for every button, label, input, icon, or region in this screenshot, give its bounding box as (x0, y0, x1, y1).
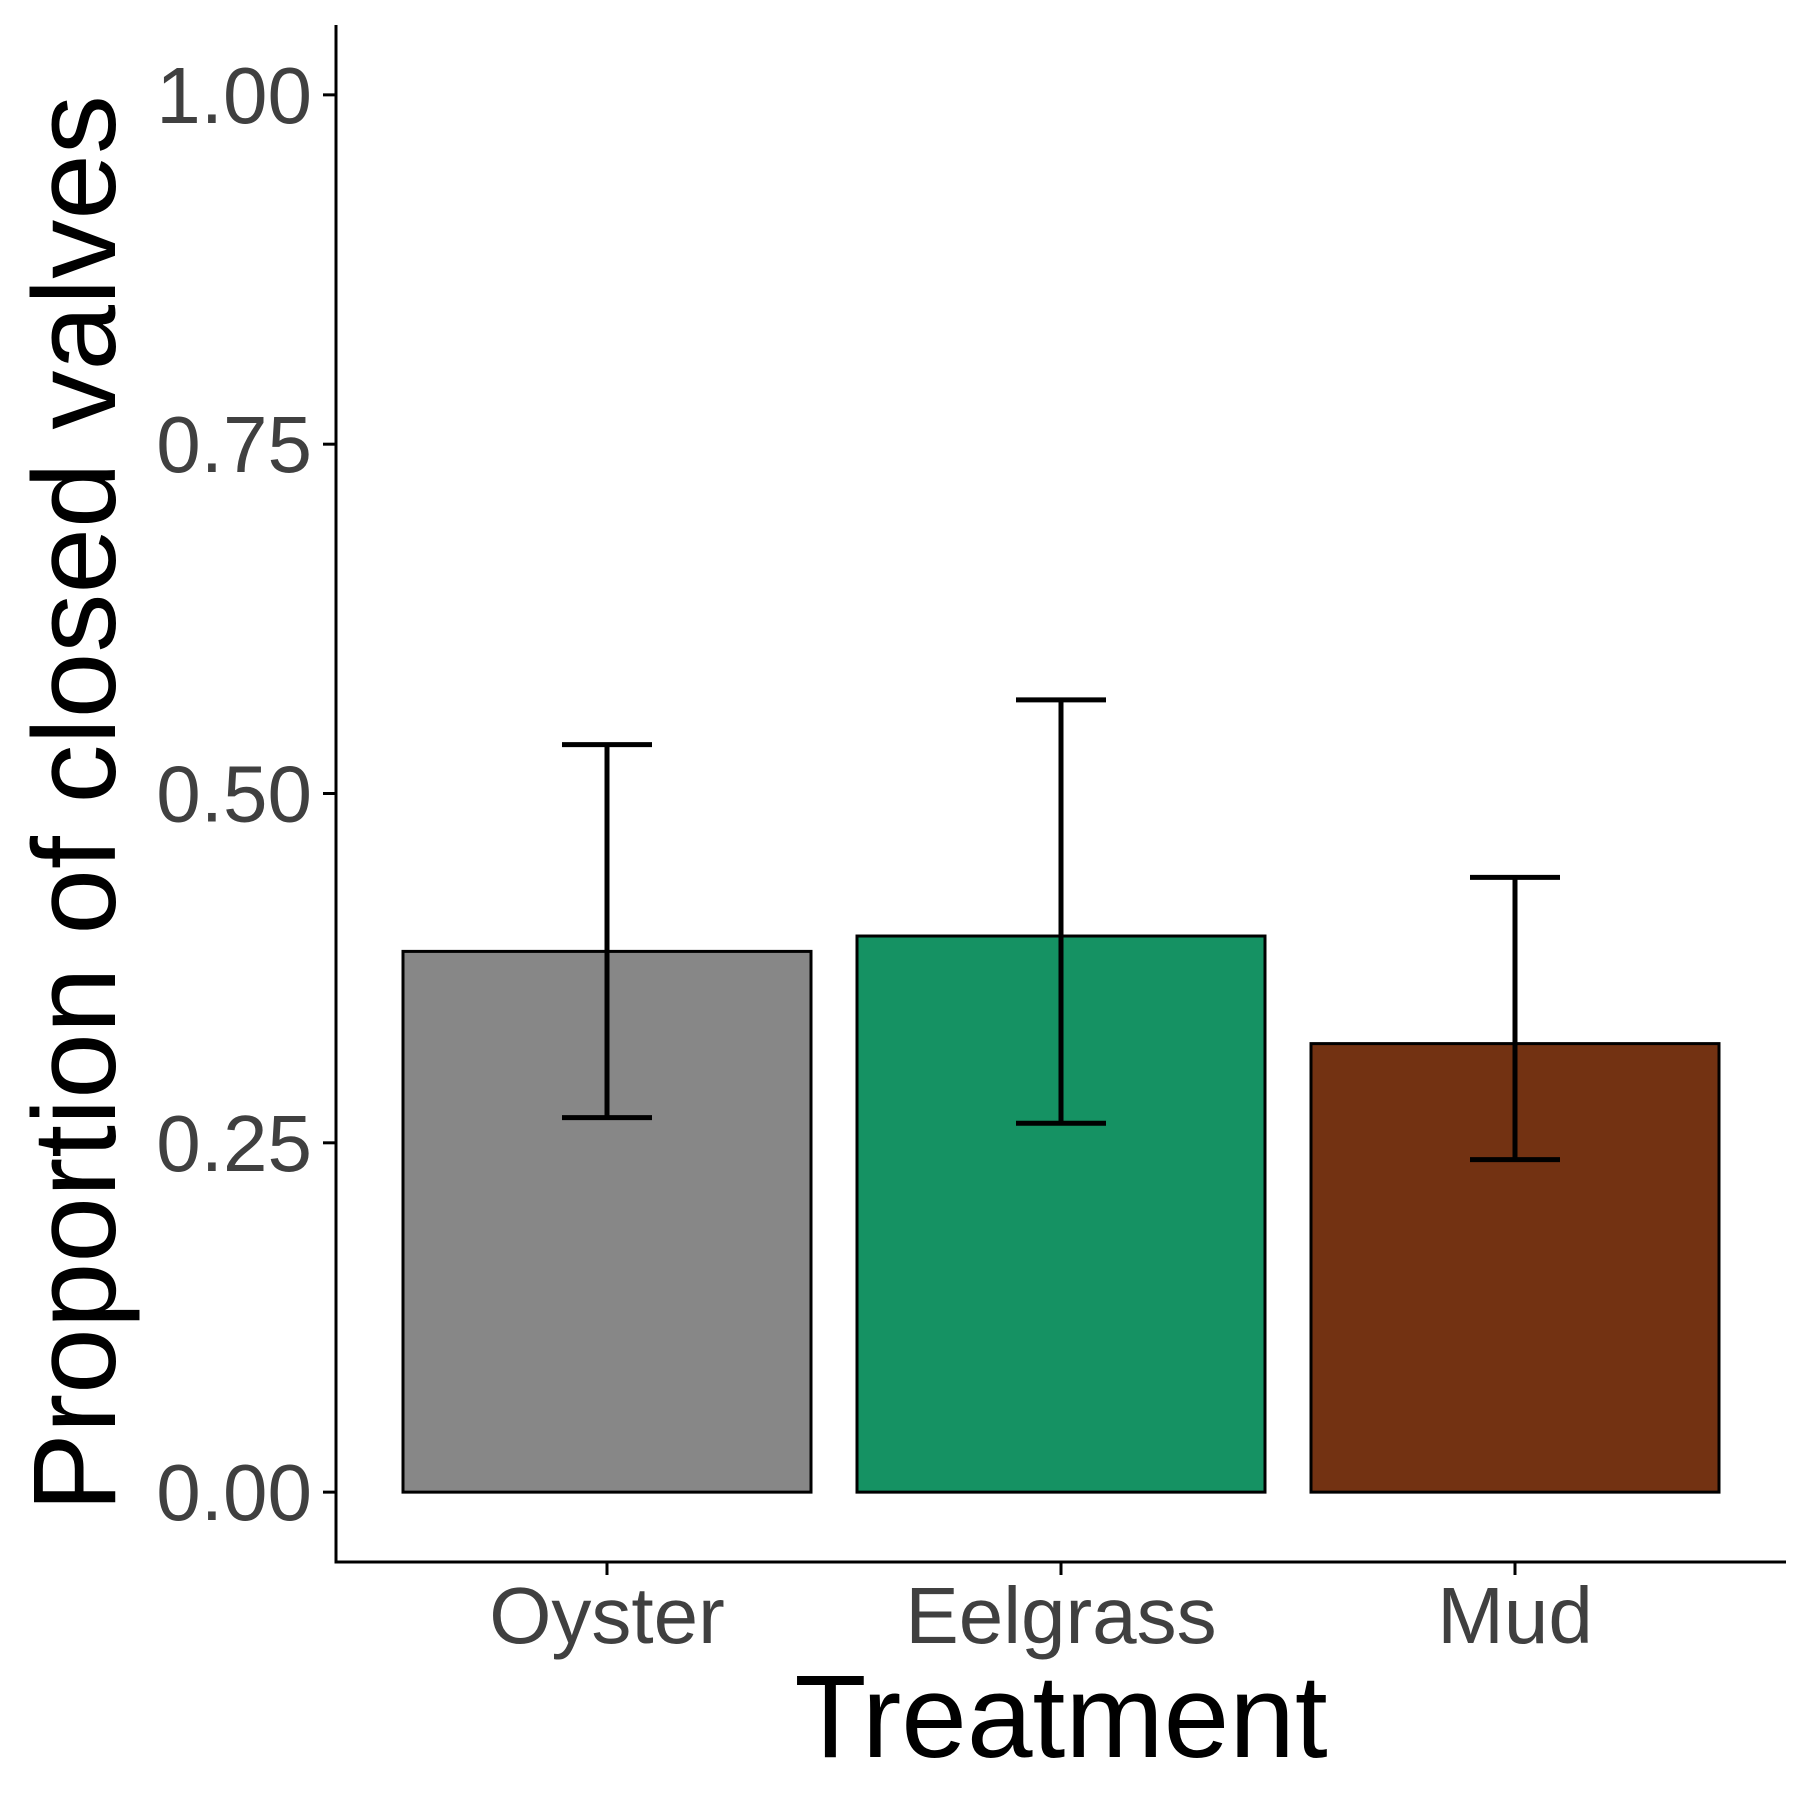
y-axis-title: Proportion of closed valves (9, 95, 141, 1512)
y-tick-label: 0.50 (156, 750, 312, 839)
y-tick-label: 0.25 (156, 1099, 312, 1188)
error-bar-mud (1470, 874, 1560, 1163)
y-tick-label: 1.00 (156, 51, 312, 140)
error-bar-eelgrass (1016, 697, 1106, 1126)
y-tick-label: 0.75 (156, 400, 312, 489)
x-ticks-layer: Oyster Eelgrass Mud (489, 1562, 1593, 1660)
x-tick-label-oyster: Oyster (489, 1571, 725, 1660)
y-tick-label: 0.00 (156, 1448, 312, 1537)
y-ticks-layer: 0.00 0.25 0.50 0.75 1.00 (156, 51, 336, 1537)
x-tick-label-mud: Mud (1437, 1571, 1593, 1660)
x-axis-title: Treatment (794, 1651, 1327, 1783)
error-bar-oyster (562, 742, 652, 1121)
x-tick-label-eelgrass: Eelgrass (905, 1571, 1216, 1660)
error-bars-layer (562, 697, 1560, 1163)
